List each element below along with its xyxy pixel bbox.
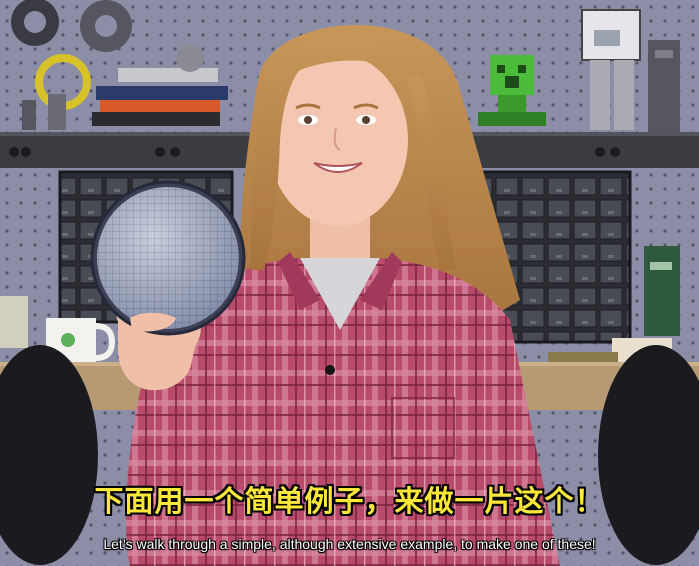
subtitle-chinese: 下面用一个简单例子，来做一片这个！	[94, 484, 605, 518]
subtitle-english: Let’s walk through a simple, although ex…	[103, 536, 596, 552]
